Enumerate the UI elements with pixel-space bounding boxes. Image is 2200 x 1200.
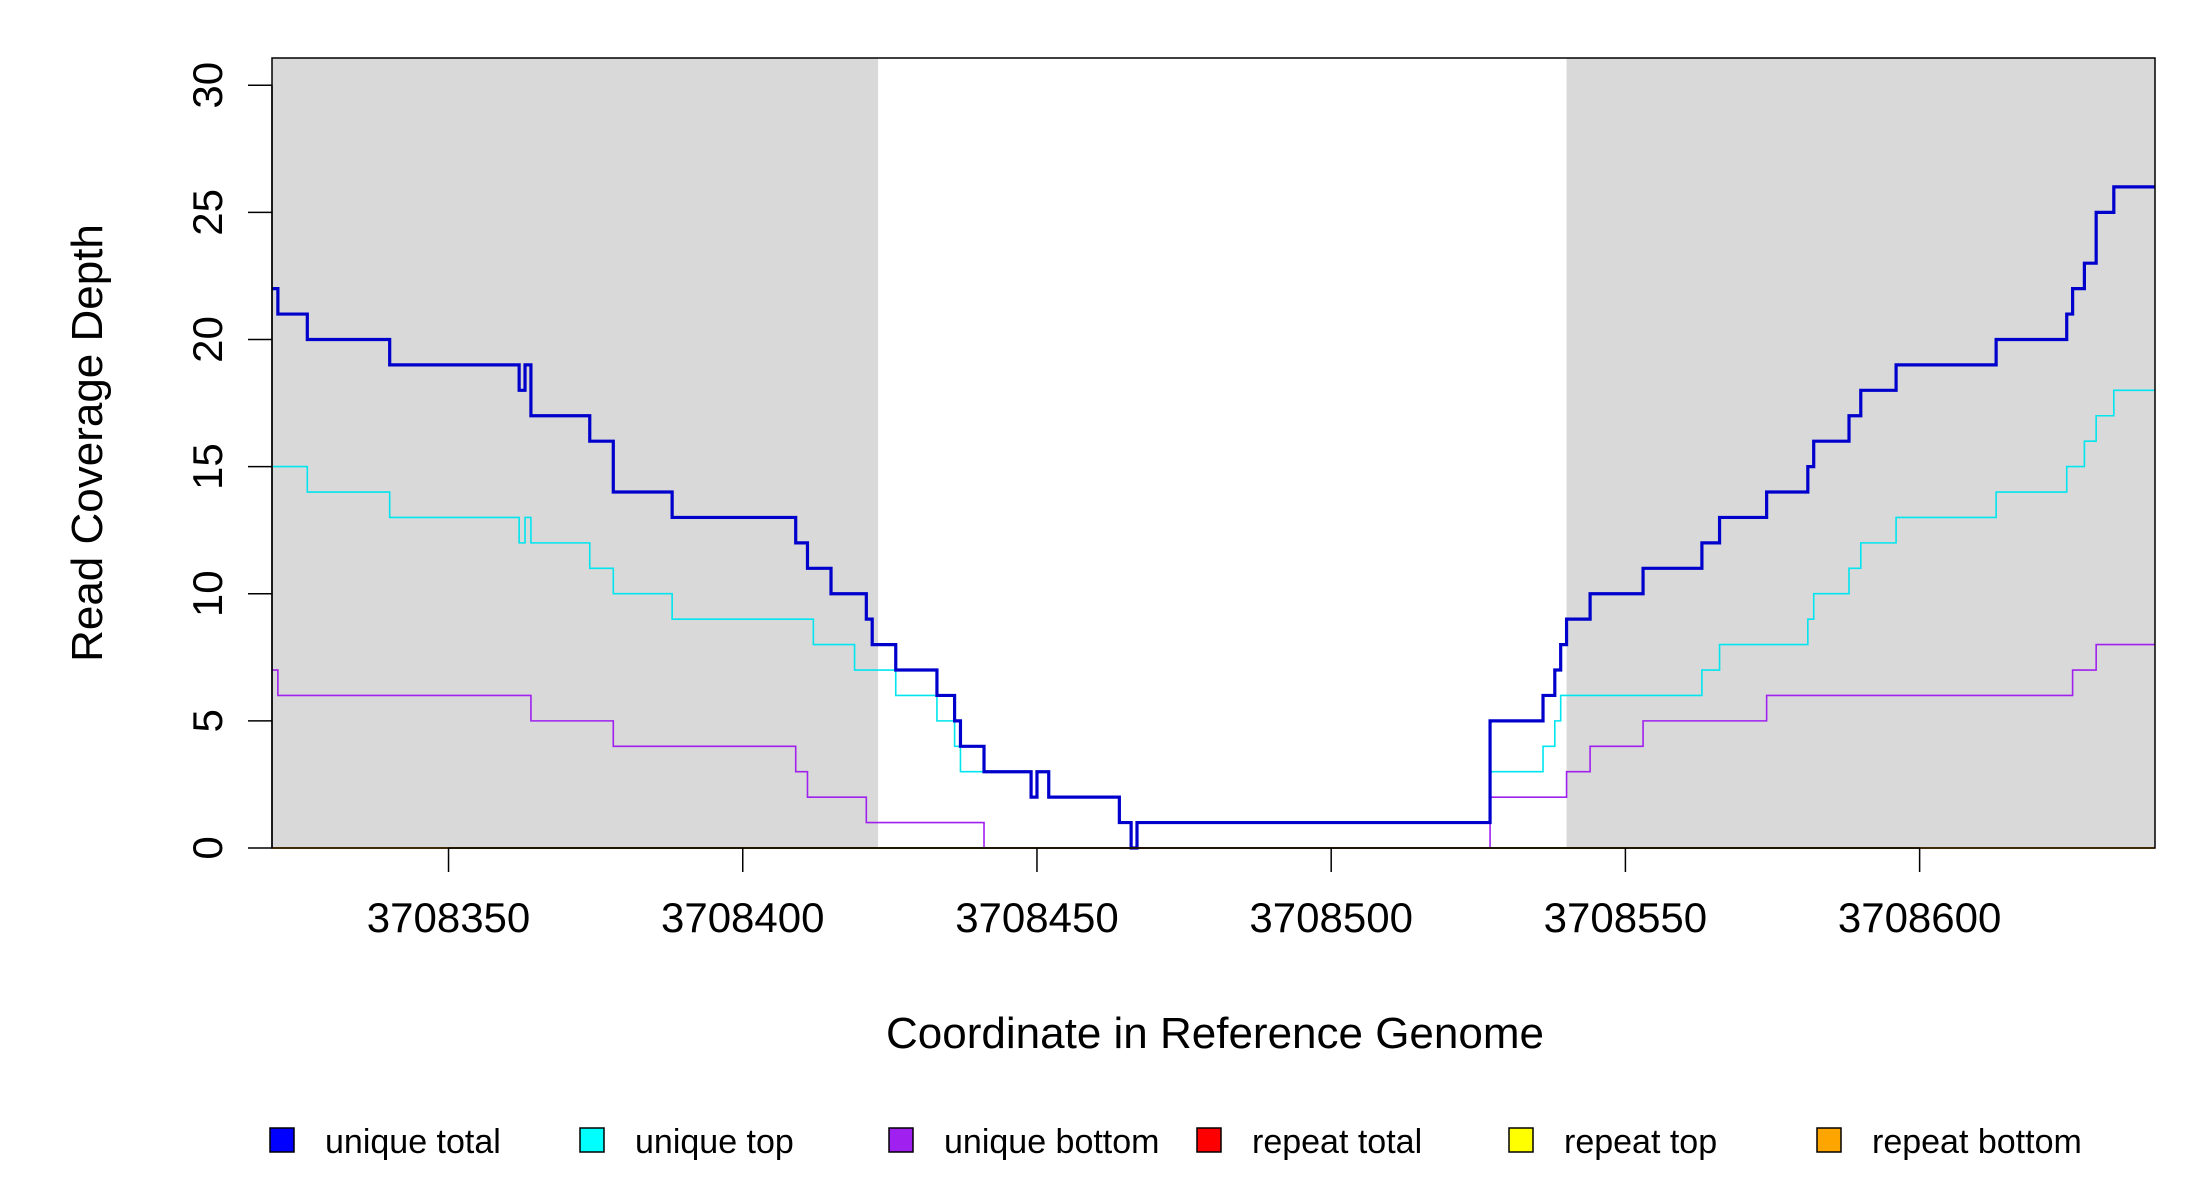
x-tick-label: 3708600 <box>1838 894 2002 941</box>
x-tick-label: 3708550 <box>1544 894 1708 941</box>
legend-label: repeat total <box>1252 1123 1422 1161</box>
legend-label: unique total <box>325 1123 501 1161</box>
legend-label: repeat top <box>1564 1123 1717 1161</box>
legend-item-repeat-bottom: repeat bottom <box>1816 1123 2082 1161</box>
y-tick-label: 10 <box>184 570 231 617</box>
y-tick-label: 25 <box>184 189 231 236</box>
legend-item-unique-top: unique top <box>579 1123 794 1161</box>
legend-label: repeat bottom <box>1872 1123 2082 1161</box>
x-tick-label: 3708400 <box>661 894 825 941</box>
legend-swatch <box>1508 1127 1534 1153</box>
x-tick-label: 3708350 <box>367 894 531 941</box>
legend-swatch <box>269 1127 295 1153</box>
legend-swatch <box>579 1127 605 1153</box>
x-tick-label: 3708450 <box>955 894 1119 941</box>
legend-item-repeat-total: repeat total <box>1196 1123 1422 1161</box>
legend-swatch <box>888 1127 914 1153</box>
shaded-regions <box>272 58 2155 848</box>
y-axis: 0 5 10 15 20 25 30 <box>184 62 273 860</box>
y-tick-label: 20 <box>184 316 231 363</box>
y-tick-label: 15 <box>184 443 231 490</box>
legend-label: unique bottom <box>944 1123 1160 1161</box>
x-axis: 3708350 3708400 3708450 3708500 3708550 37086… <box>367 847 2002 941</box>
x-tick-label: 3708500 <box>1249 894 1413 941</box>
shaded-region-1 <box>1566 58 2155 848</box>
shaded-region-0 <box>272 58 879 848</box>
series-line-unique-total <box>272 185 2155 850</box>
y-tick-label: 0 <box>184 836 231 859</box>
y-tick-label: 5 <box>184 709 231 732</box>
legend-label: unique top <box>635 1123 794 1161</box>
legend: unique total unique top unique bottom repea… <box>269 1123 2082 1161</box>
legend-swatch <box>1196 1127 1222 1153</box>
legend-item-repeat-top: repeat top <box>1508 1123 1717 1161</box>
y-axis-title: Read Coverage Depth <box>63 224 112 662</box>
legend-item-unique-bottom: unique bottom <box>888 1123 1160 1161</box>
x-axis-title: Coordinate in Reference Genome <box>886 1009 1544 1058</box>
legend-item-unique-total: unique total <box>269 1123 501 1161</box>
y-tick-label: 30 <box>184 62 231 109</box>
legend-swatch <box>1816 1127 1842 1153</box>
